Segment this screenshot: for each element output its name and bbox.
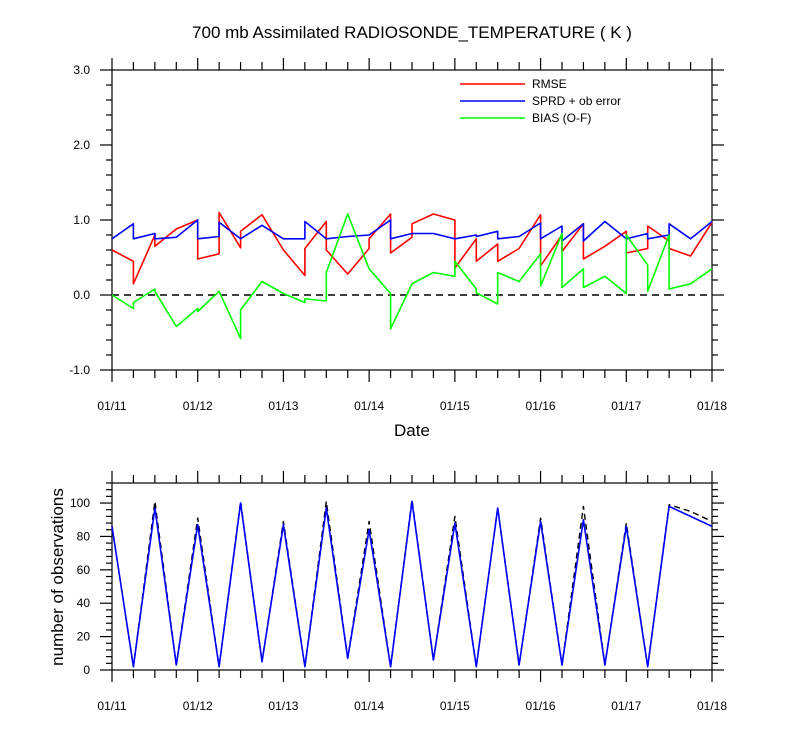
x-tick-label: 01/13 <box>268 399 298 413</box>
bottom-plot-area: 01/11 01/12 01/13 01/14 01/15 01/16 01/17 01/18… <box>70 471 727 713</box>
legend-label: SPRD + ob error <box>532 94 621 108</box>
legend-label: RMSE <box>532 77 567 91</box>
x-tick-label: 01/15 <box>440 399 470 413</box>
y-tick-label: 60 <box>77 563 91 577</box>
x-tick-label: 01/18 <box>697 399 727 413</box>
y-tick-label: 80 <box>77 529 91 543</box>
chart-title: 700 mb Assimilated RADIOSONDE_TEMPERATUR… <box>192 23 632 42</box>
y-tick-label: -1.0 <box>69 363 90 377</box>
y-tick-label: 3.0 <box>73 63 90 77</box>
x-tick-label: 01/12 <box>183 399 213 413</box>
y-tick-label: 2.0 <box>73 138 90 152</box>
y-tick-label: 0.0 <box>73 288 90 302</box>
x-axis-title: Date <box>394 421 430 440</box>
series-line-total <box>111 499 713 668</box>
legend: RMSE SPRD + ob error BIAS (O-F) <box>460 77 621 125</box>
top-plot-area: 01/11 01/12 01/13 01/14 01/15 01/16 01/17 01/18… <box>69 58 727 413</box>
x-tick-label: 01/11 <box>97 699 126 713</box>
y-tick-label: 1.0 <box>73 213 90 227</box>
x-tick-label: 01/13 <box>268 699 298 713</box>
y-tick-label: 20 <box>77 630 91 644</box>
x-tick-label: 01/15 <box>440 699 470 713</box>
series-line-sprd-ob-error <box>111 219 713 242</box>
x-tick-label: 01/18 <box>697 699 727 713</box>
y-axis-title: number of observations <box>48 488 67 666</box>
plot-frame-1 <box>111 482 713 671</box>
y-tick-label: 40 <box>77 596 91 610</box>
series-line-bias-o-f <box>111 213 713 340</box>
x-tick-label: 01/14 <box>354 399 384 413</box>
x-tick-label: 01/14 <box>354 699 384 713</box>
x-tick-label: 01/16 <box>526 399 556 413</box>
x-tick-label: 01/17 <box>611 699 641 713</box>
x-tick-label: 01/11 <box>97 399 126 413</box>
y-tick-label: 0 <box>83 663 90 677</box>
plot-frame-0 <box>111 69 713 371</box>
series-line-rmse <box>111 211 713 285</box>
x-tick-label: 01/17 <box>611 399 641 413</box>
y-tick-label: 100 <box>70 496 90 510</box>
series-line-assimilated <box>111 500 713 668</box>
x-tick-label: 01/12 <box>183 699 213 713</box>
legend-label: BIAS (O-F) <box>532 111 591 125</box>
x-tick-label: 01/16 <box>526 699 556 713</box>
